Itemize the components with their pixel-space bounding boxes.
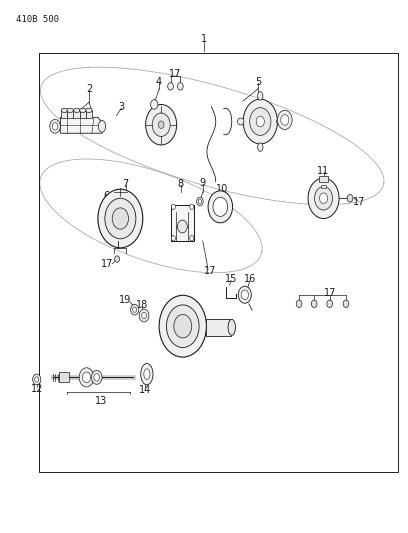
- Circle shape: [327, 300, 333, 308]
- Ellipse shape: [258, 143, 263, 151]
- Text: 18: 18: [136, 301, 148, 310]
- Circle shape: [343, 300, 349, 308]
- Circle shape: [315, 187, 333, 210]
- Text: 9: 9: [200, 178, 206, 188]
- Circle shape: [296, 300, 302, 308]
- Circle shape: [142, 312, 146, 319]
- Circle shape: [238, 286, 251, 303]
- Circle shape: [33, 374, 41, 385]
- Bar: [80, 110, 86, 118]
- Text: 5: 5: [255, 77, 261, 86]
- Circle shape: [190, 204, 194, 209]
- Ellipse shape: [67, 108, 73, 112]
- Text: 10: 10: [216, 184, 228, 194]
- Circle shape: [319, 193, 328, 204]
- Circle shape: [256, 116, 264, 127]
- Text: 6: 6: [103, 191, 109, 201]
- Bar: [86, 110, 92, 118]
- Circle shape: [139, 309, 149, 322]
- Circle shape: [308, 178, 339, 219]
- Circle shape: [91, 370, 102, 384]
- Circle shape: [82, 372, 91, 383]
- Bar: [321, 185, 326, 188]
- Text: 17: 17: [324, 288, 336, 298]
- Text: 17: 17: [101, 259, 113, 269]
- Bar: [67, 110, 73, 118]
- Circle shape: [213, 197, 228, 216]
- Circle shape: [159, 295, 206, 357]
- Text: 3: 3: [118, 102, 125, 111]
- Text: 19: 19: [119, 295, 131, 305]
- Text: 410B 500: 410B 500: [16, 15, 59, 24]
- Circle shape: [98, 189, 143, 248]
- Bar: [171, 205, 194, 241]
- Circle shape: [311, 300, 317, 308]
- Circle shape: [112, 208, 129, 229]
- Circle shape: [198, 199, 202, 204]
- Circle shape: [35, 377, 39, 382]
- Circle shape: [197, 197, 203, 206]
- Ellipse shape: [228, 319, 235, 335]
- Text: 13: 13: [95, 396, 107, 406]
- Bar: [59, 372, 69, 382]
- Bar: [73, 110, 80, 118]
- Circle shape: [79, 368, 94, 387]
- Circle shape: [115, 256, 120, 262]
- Ellipse shape: [141, 364, 153, 385]
- Circle shape: [146, 104, 177, 145]
- Circle shape: [105, 198, 136, 239]
- Circle shape: [250, 108, 271, 135]
- Circle shape: [277, 110, 292, 130]
- Ellipse shape: [258, 92, 263, 100]
- Bar: [61, 110, 67, 118]
- Circle shape: [177, 220, 187, 233]
- Text: 17: 17: [169, 69, 182, 78]
- Circle shape: [133, 307, 137, 312]
- Circle shape: [171, 236, 175, 241]
- Circle shape: [94, 374, 100, 381]
- Circle shape: [52, 123, 58, 130]
- Circle shape: [177, 83, 183, 90]
- Circle shape: [174, 314, 192, 338]
- Polygon shape: [60, 117, 102, 133]
- Circle shape: [151, 100, 158, 109]
- Text: 12: 12: [31, 384, 43, 394]
- Ellipse shape: [80, 108, 86, 112]
- Text: 4: 4: [156, 77, 162, 86]
- Text: 15: 15: [225, 274, 237, 284]
- Circle shape: [166, 305, 199, 348]
- Text: 17: 17: [353, 197, 365, 207]
- Ellipse shape: [277, 118, 283, 125]
- Circle shape: [152, 113, 170, 136]
- Circle shape: [241, 290, 248, 300]
- Ellipse shape: [73, 108, 80, 112]
- Circle shape: [158, 121, 164, 128]
- Ellipse shape: [144, 369, 150, 379]
- Circle shape: [50, 119, 60, 133]
- Circle shape: [281, 115, 289, 125]
- Circle shape: [171, 204, 175, 209]
- Circle shape: [208, 191, 233, 223]
- Ellipse shape: [86, 108, 92, 112]
- Text: 16: 16: [244, 274, 256, 284]
- Bar: [319, 176, 328, 182]
- Circle shape: [190, 236, 194, 241]
- Ellipse shape: [98, 120, 106, 132]
- Text: 8: 8: [177, 179, 184, 189]
- Circle shape: [347, 195, 353, 202]
- Text: 17: 17: [204, 266, 216, 276]
- Text: 11: 11: [317, 166, 330, 175]
- Bar: [39, 53, 398, 472]
- Circle shape: [168, 83, 173, 90]
- Text: 1: 1: [201, 35, 207, 44]
- Text: 14: 14: [139, 385, 151, 395]
- Text: 2: 2: [86, 84, 92, 94]
- Circle shape: [243, 99, 277, 144]
- Bar: [206, 319, 231, 336]
- Text: 7: 7: [122, 179, 129, 189]
- Ellipse shape: [61, 108, 68, 112]
- Circle shape: [131, 304, 139, 315]
- Ellipse shape: [237, 118, 244, 125]
